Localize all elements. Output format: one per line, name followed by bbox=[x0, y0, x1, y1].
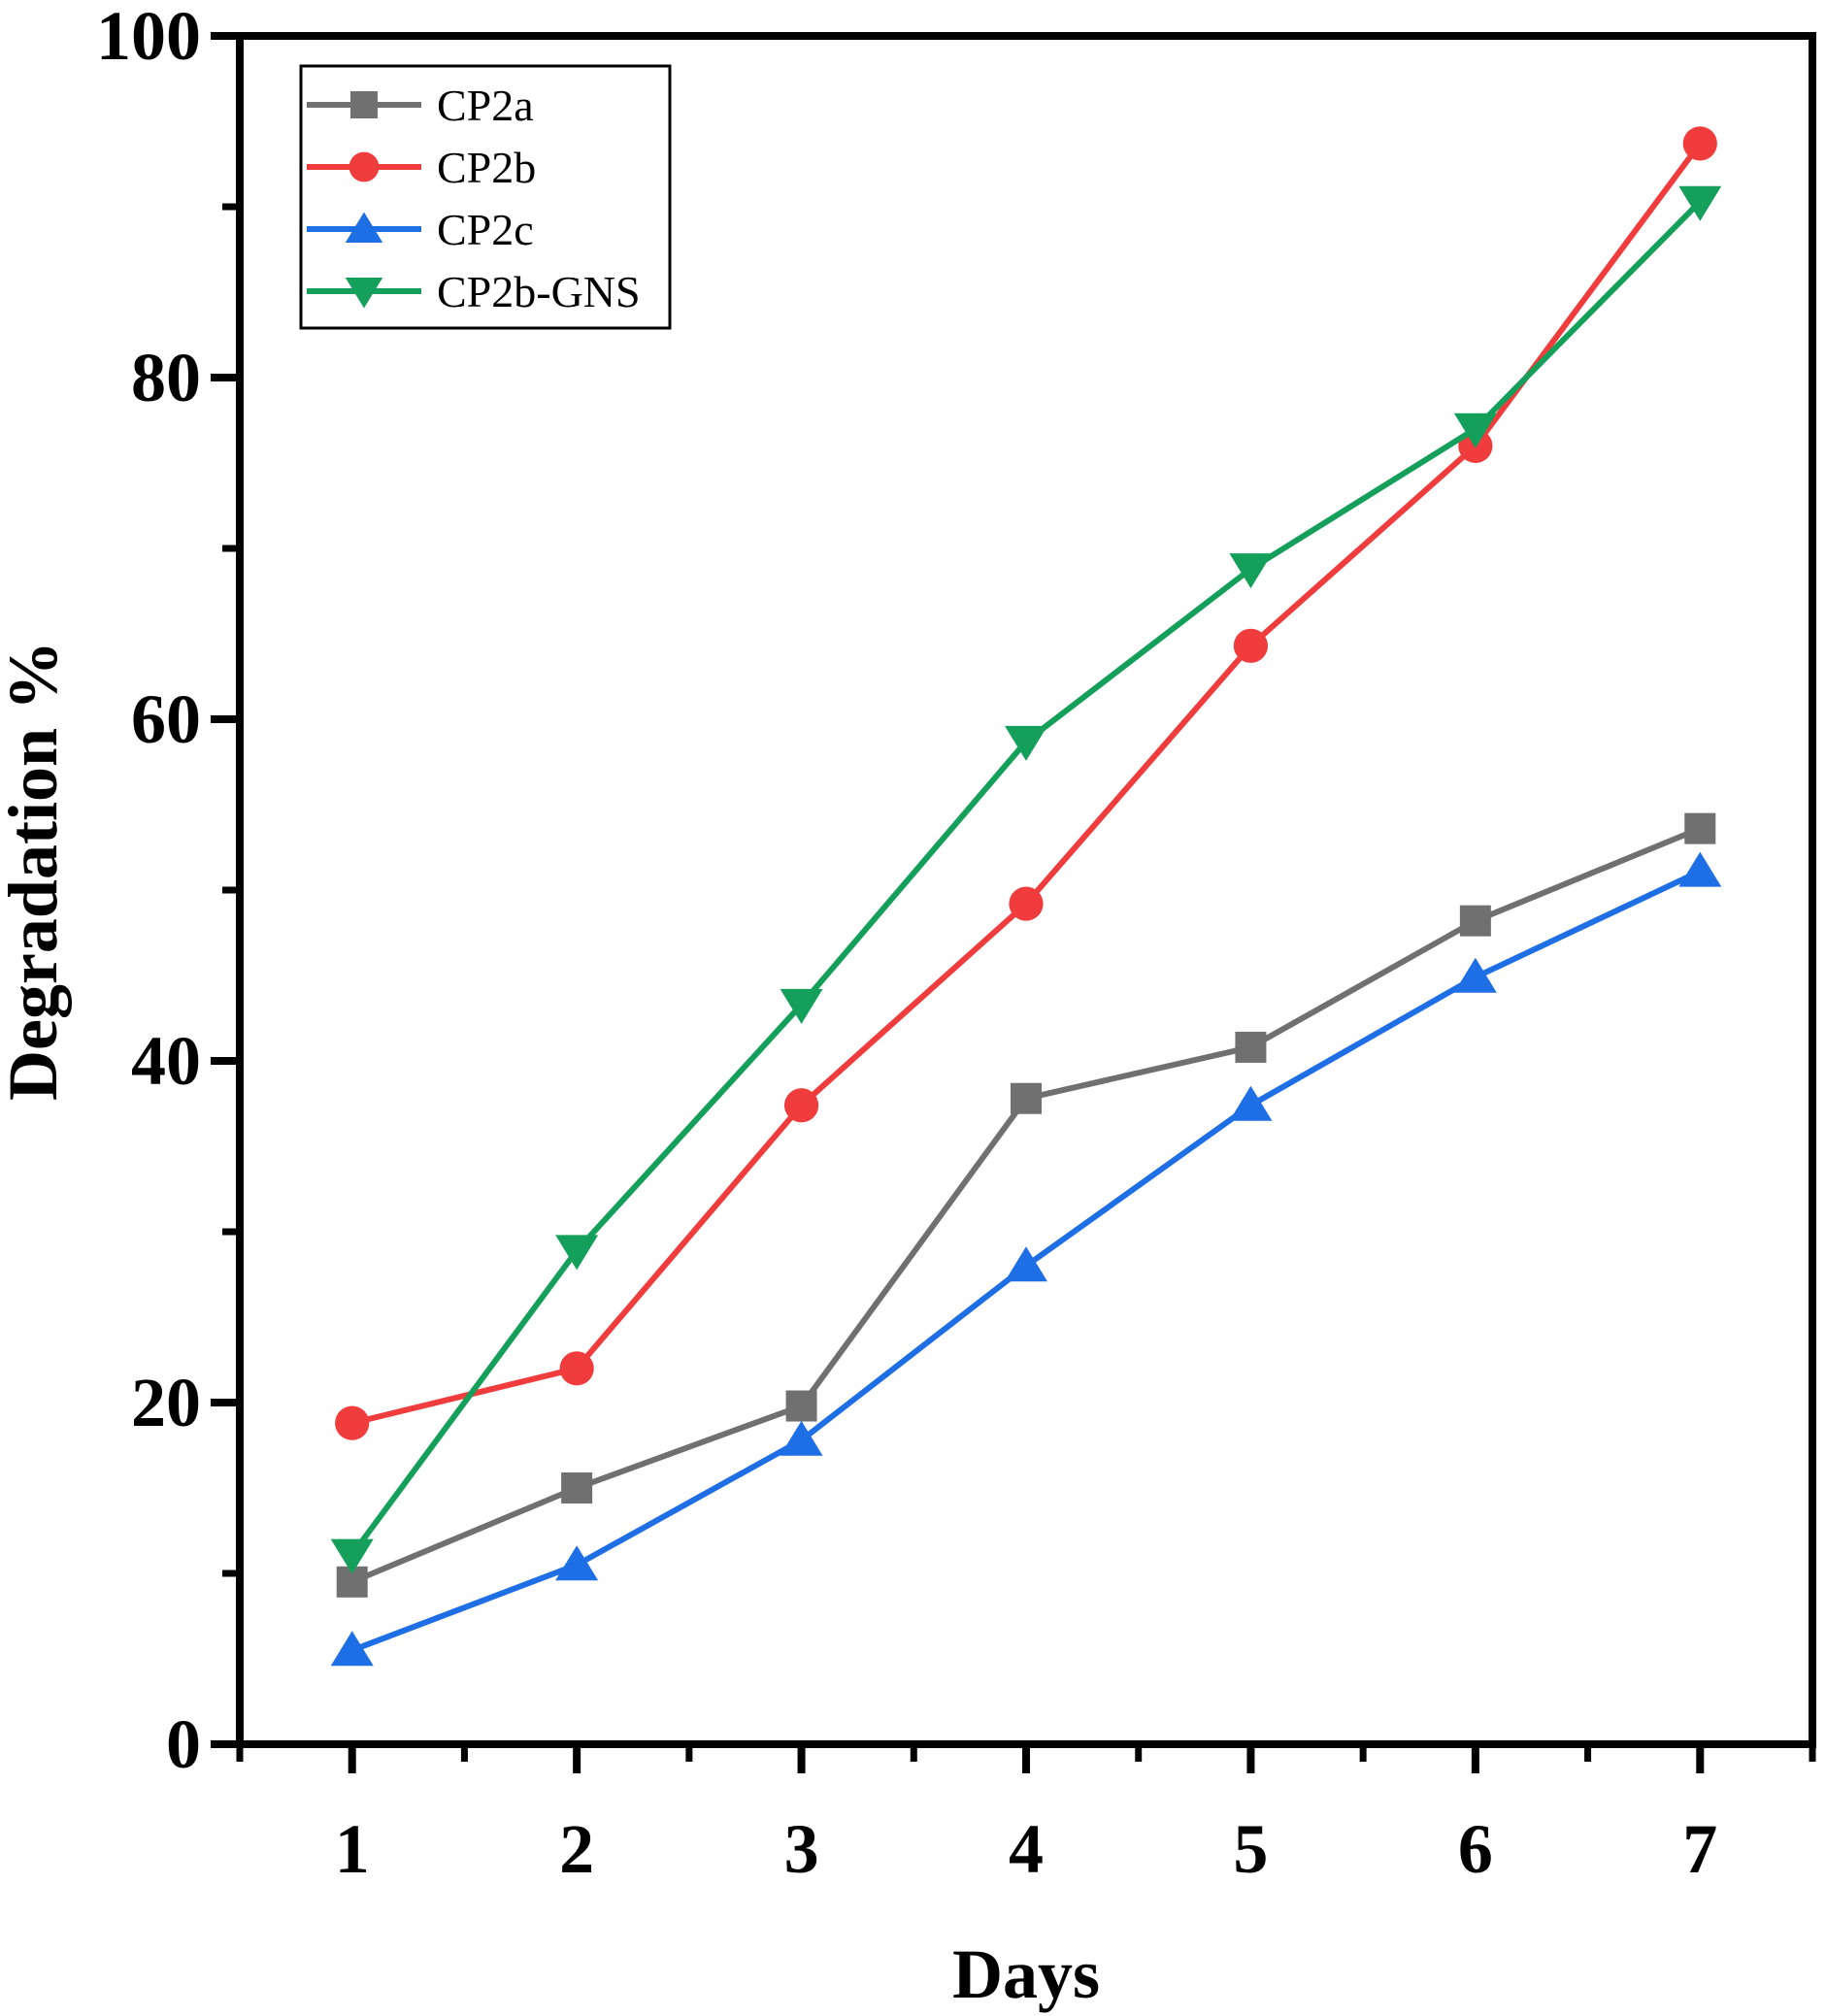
data-point-cp2a bbox=[1459, 905, 1491, 937]
x-tick-label: 1 bbox=[335, 1810, 370, 1888]
x-tick-label: 4 bbox=[1009, 1810, 1044, 1888]
series-cp2c bbox=[330, 851, 1722, 1667]
legend-marker-cp2b bbox=[349, 151, 380, 182]
legend-label-cp2b: CP2b bbox=[437, 143, 536, 192]
y-tick-label: 60 bbox=[131, 680, 201, 758]
data-point-cp2b bbox=[1009, 886, 1044, 921]
data-point-cp2a bbox=[1011, 1082, 1042, 1114]
data-point-cp2b-gns bbox=[330, 1538, 374, 1574]
data-point-cp2b bbox=[559, 1351, 594, 1386]
series-cp2a bbox=[336, 812, 1716, 1598]
data-point-cp2c bbox=[780, 1420, 823, 1456]
data-point-cp2b bbox=[1682, 126, 1717, 161]
legend: CP2a CP2b CP2c CP2b-GNS bbox=[299, 64, 672, 330]
data-point-cp2b bbox=[1233, 628, 1269, 663]
data-point-cp2c bbox=[1678, 851, 1722, 887]
y-tick-label: 0 bbox=[166, 1705, 201, 1783]
legend-label-cp2a: CP2a bbox=[437, 81, 534, 130]
y-tick-label: 20 bbox=[131, 1364, 201, 1441]
y-tick-label: 40 bbox=[131, 1022, 201, 1100]
x-tick-label: 3 bbox=[784, 1810, 819, 1888]
data-point-cp2b-gns bbox=[1453, 413, 1497, 448]
data-point-cp2c bbox=[555, 1545, 599, 1581]
data-point-cp2b-gns bbox=[780, 988, 823, 1024]
y-tick-label: 100 bbox=[96, 0, 201, 75]
data-point-cp2a bbox=[1684, 812, 1716, 844]
series-line-cp2a bbox=[350, 825, 1702, 1585]
series-line-cp2b-gns bbox=[349, 199, 1703, 1557]
data-point-cp2b-gns bbox=[1678, 185, 1722, 221]
data-point-cp2c bbox=[1453, 957, 1497, 993]
data-point-cp2c bbox=[330, 1631, 374, 1667]
data-point-cp2b-gns bbox=[1005, 725, 1047, 761]
series-line-cp2b bbox=[351, 142, 1703, 1427]
legend-label-cp2b-gns: CP2b-GNS bbox=[437, 267, 641, 316]
data-point-cp2b bbox=[335, 1405, 370, 1440]
data-point-cp2c bbox=[1229, 1085, 1273, 1121]
series-cp2b-gns bbox=[330, 185, 1722, 1574]
data-point-cp2a bbox=[785, 1390, 817, 1422]
x-tick-label: 6 bbox=[1458, 1810, 1493, 1888]
legend-label-cp2c: CP2c bbox=[437, 205, 534, 254]
y-tick-label: 80 bbox=[131, 339, 201, 416]
data-point-cp2a bbox=[1235, 1031, 1267, 1063]
data-point-cp2b-gns bbox=[555, 1235, 599, 1271]
series-group bbox=[330, 126, 1722, 1667]
y-axis-title: Degradation % bbox=[0, 641, 72, 1101]
data-point-cp2b bbox=[783, 1088, 819, 1123]
x-tick-label: 7 bbox=[1682, 1810, 1717, 1888]
data-point-cp2c bbox=[1005, 1246, 1047, 1282]
x-tick-label: 5 bbox=[1233, 1810, 1268, 1888]
data-point-cp2a bbox=[561, 1472, 593, 1504]
legend-marker-cp2b-gns bbox=[345, 278, 383, 309]
legend-marker-cp2c bbox=[345, 212, 383, 243]
data-point-cp2b-gns bbox=[1229, 553, 1273, 589]
x-tick-label: 2 bbox=[559, 1810, 594, 1888]
legend-marker-cp2a bbox=[350, 91, 378, 118]
x-axis-title: Days bbox=[952, 1935, 1100, 2013]
